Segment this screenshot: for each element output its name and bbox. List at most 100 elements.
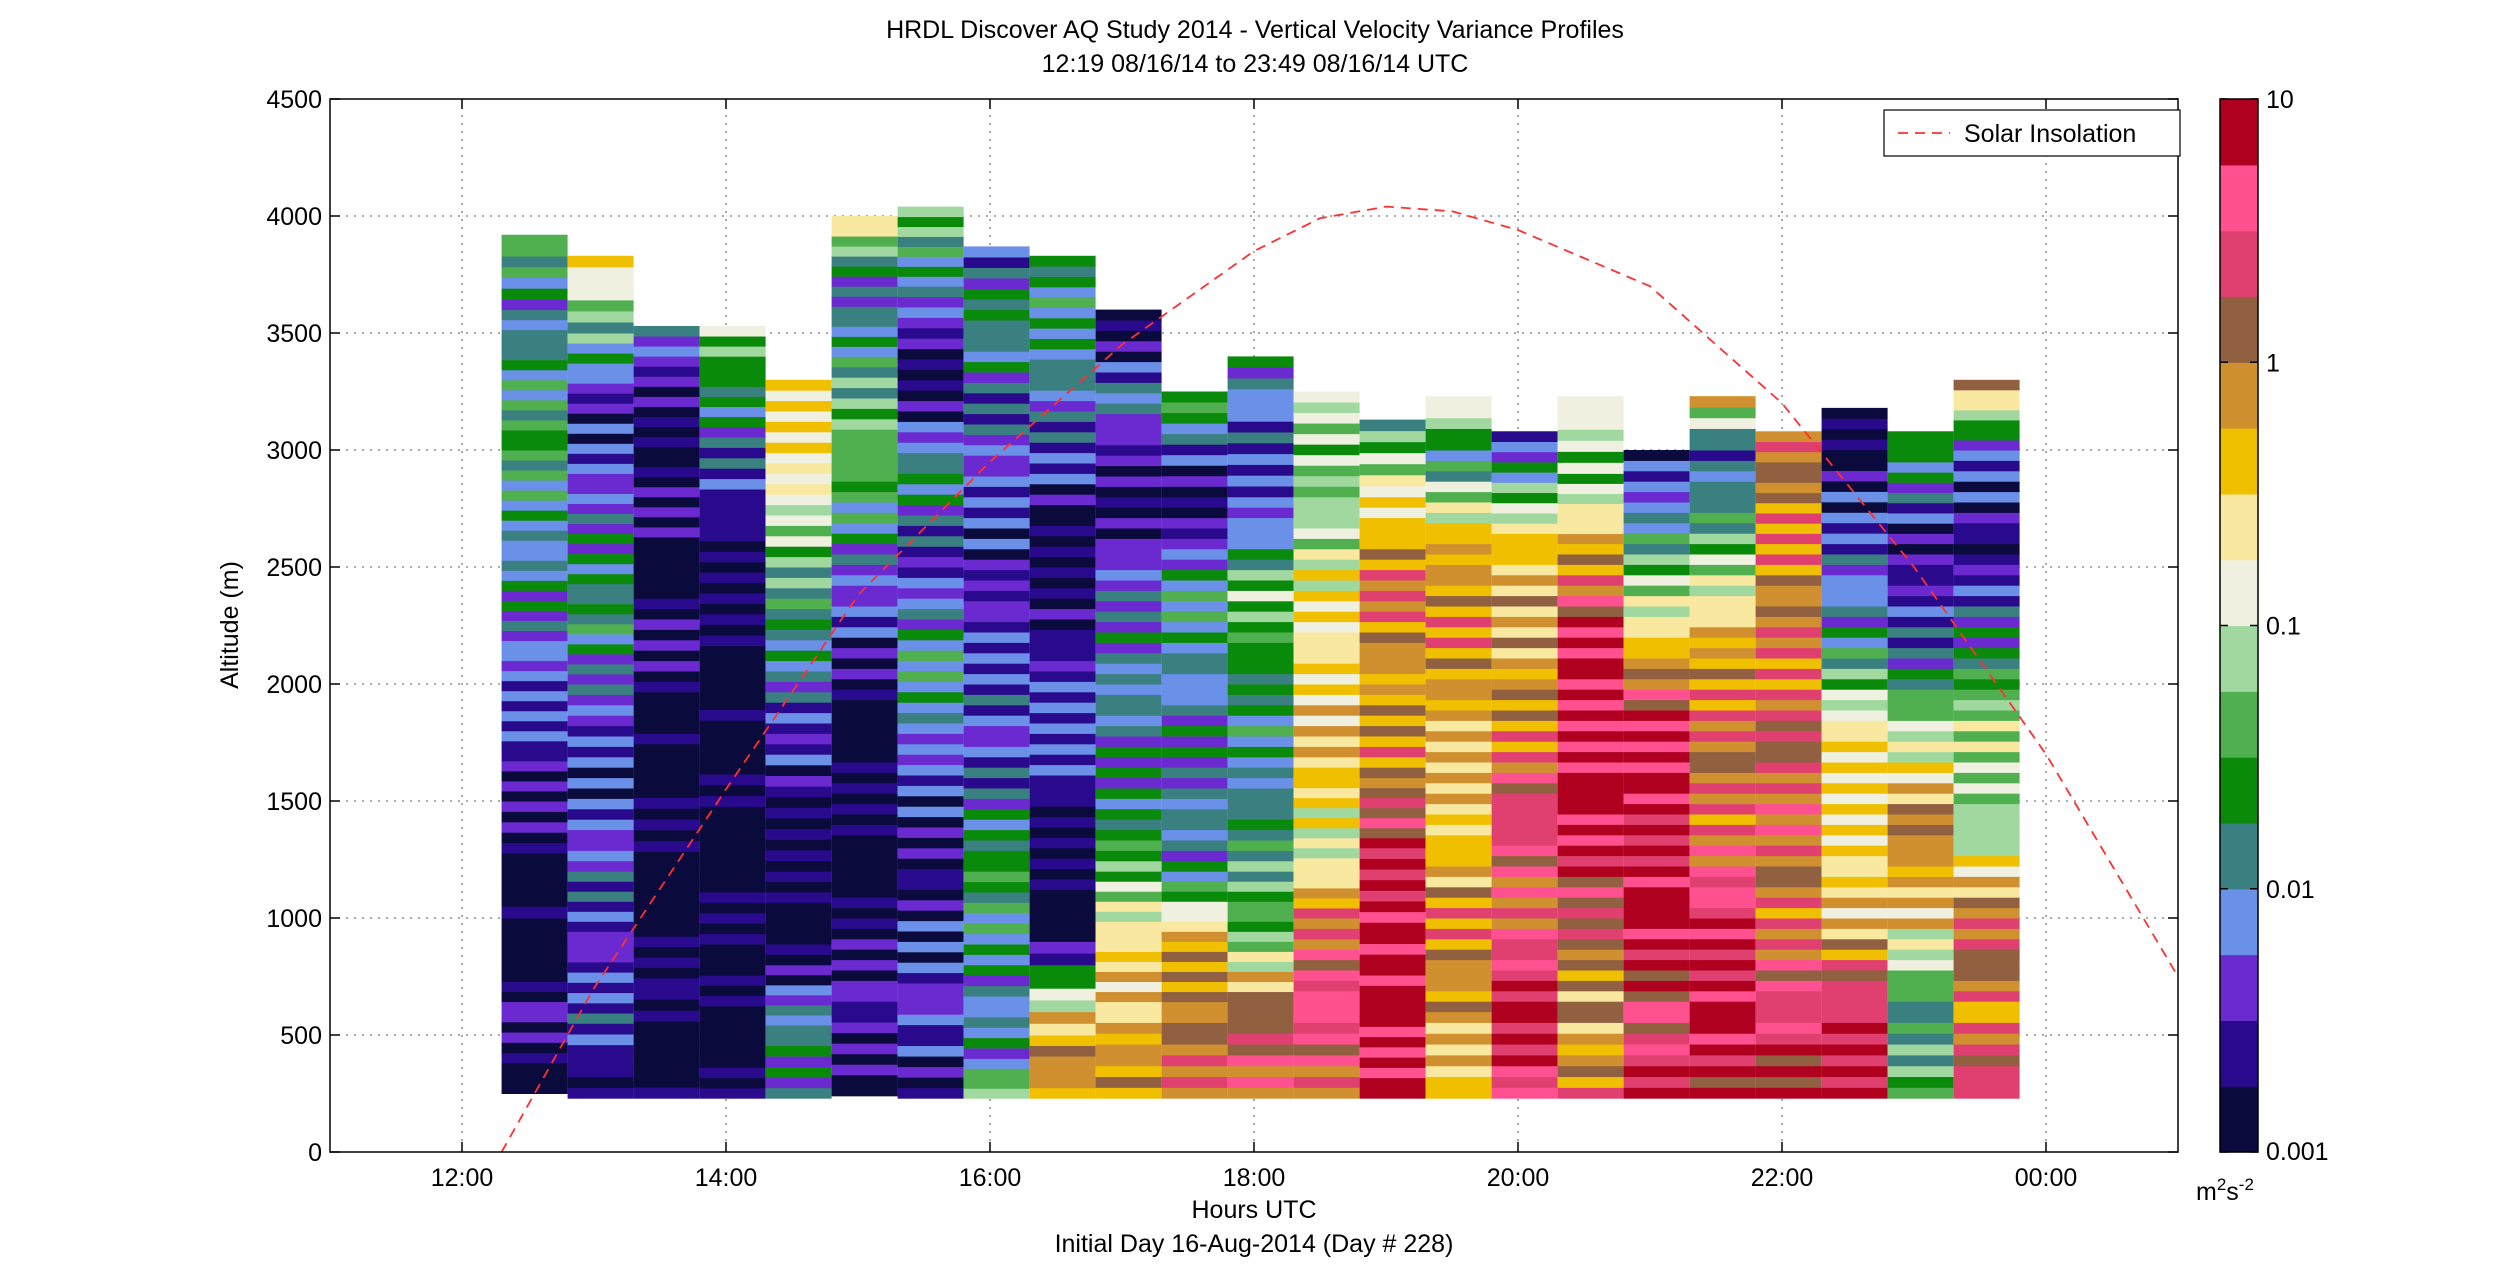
- variance-cell: [567, 951, 634, 963]
- variance-cell: [567, 736, 634, 747]
- variance-cell: [1425, 396, 1492, 408]
- variance-cell: [1755, 554, 1822, 565]
- variance-cell: [963, 320, 1030, 331]
- variance-cell: [1755, 533, 1822, 545]
- variance-cell: [963, 673, 1030, 685]
- profile-column: [765, 379, 832, 1099]
- solar-insolation-line-group: [500, 205, 2178, 1152]
- colorbar-segment: [2220, 1092, 2258, 1100]
- variance-cell: [765, 1035, 832, 1047]
- variance-cell: [633, 406, 700, 418]
- variance-cell: [1029, 1056, 1096, 1068]
- colorbar-tick-label: 0.01: [2266, 876, 2315, 904]
- variance-cell: [963, 611, 1030, 623]
- variance-cell: [1821, 637, 1888, 649]
- variance-cell: [897, 1066, 964, 1078]
- variance-cell: [1755, 907, 1822, 919]
- variance-cell: [1359, 995, 1426, 1007]
- variance-cell: [1293, 949, 1360, 961]
- variance-cell: [1095, 455, 1162, 467]
- variance-cell: [567, 473, 634, 484]
- variance-cell: [1755, 990, 1822, 1002]
- variance-cell: [1359, 507, 1426, 519]
- colorbar-segment: [2220, 875, 2258, 883]
- variance-cell: [1095, 652, 1162, 664]
- variance-cell: [1887, 1065, 1954, 1078]
- variance-cell: [1227, 507, 1294, 519]
- variance-cell: [1161, 860, 1228, 872]
- y-tick-label: 1500: [266, 788, 322, 816]
- variance-cell: [1491, 720, 1558, 732]
- variance-cell: [1293, 580, 1360, 591]
- profile-column: [1689, 396, 1756, 1099]
- x-tick-label: 22:00: [1751, 1164, 1814, 1192]
- variance-cell: [897, 993, 964, 1005]
- variance-cell: [1227, 715, 1294, 727]
- colorbar-segment: [2220, 691, 2258, 699]
- variance-cell: [963, 1048, 1030, 1059]
- colorbar-segment: [2220, 849, 2258, 857]
- variance-cell: [963, 621, 1030, 633]
- colorbar-segment: [2220, 250, 2258, 258]
- variance-cell: [963, 788, 1030, 799]
- variance-cell: [501, 550, 568, 561]
- variance-cell: [1095, 1054, 1162, 1067]
- variance-cell: [897, 1035, 964, 1047]
- variance-cell: [699, 923, 766, 935]
- variance-cell: [1755, 668, 1822, 680]
- variance-cell: [1953, 1054, 2020, 1067]
- variance-cell: [963, 819, 1030, 831]
- variance-cell: [1821, 564, 1888, 576]
- variance-cell: [1755, 938, 1822, 950]
- variance-cell: [1953, 907, 2020, 919]
- colorbar-segment: [2220, 283, 2258, 291]
- variance-cell: [1557, 473, 1624, 484]
- variance-cell: [831, 256, 898, 267]
- colorbar-segment: [2220, 1013, 2258, 1021]
- colorbar-segment: [2220, 921, 2258, 929]
- variance-cell: [1293, 444, 1360, 456]
- variance-cell: [765, 442, 832, 454]
- variance-cell: [699, 406, 766, 418]
- variance-cell: [1095, 320, 1162, 331]
- variance-cell: [501, 710, 568, 722]
- x-axis-label: Hours UTC: [1191, 1196, 1316, 1224]
- variance-cell: [1161, 611, 1228, 623]
- colorbar-segment: [2220, 961, 2258, 969]
- variance-cell: [567, 266, 634, 279]
- variance-cell: [831, 286, 898, 297]
- variance-cell: [1293, 928, 1360, 940]
- colorbar-segment: [2220, 276, 2258, 284]
- variance-cell: [1821, 512, 1888, 524]
- variance-cell: [1029, 400, 1096, 412]
- variance-cell: [567, 982, 634, 994]
- variance-cell: [1359, 452, 1426, 465]
- variance-cell: [1821, 793, 1888, 805]
- variance-cell: [633, 723, 700, 734]
- variance-cell: [831, 326, 898, 337]
- variance-cell: [1557, 1011, 1624, 1023]
- variance-cell: [1161, 819, 1228, 831]
- variance-cell: [1491, 949, 1558, 961]
- variance-cell: [1161, 684, 1228, 695]
- variance-cell: [1623, 710, 1690, 721]
- variance-cell: [699, 386, 766, 397]
- variance-cell: [1425, 782, 1492, 794]
- variance-cell: [699, 520, 766, 532]
- variance-cell: [831, 866, 898, 877]
- profile-column: [1887, 431, 1954, 1099]
- variance-cell: [567, 767, 634, 779]
- variance-cell: [633, 577, 700, 589]
- variance-cell: [633, 619, 700, 630]
- variance-cell: [567, 483, 634, 494]
- variance-cell: [501, 620, 568, 632]
- colorbar-segment: [2220, 967, 2258, 975]
- variance-cell: [1095, 351, 1162, 363]
- variance-cell: [1689, 554, 1756, 565]
- variance-cell: [765, 974, 832, 986]
- colorbar-segment: [2220, 743, 2258, 752]
- variance-cell: [567, 891, 634, 902]
- variance-cell: [1293, 569, 1360, 581]
- variance-cell: [1623, 866, 1690, 877]
- variance-cell: [1689, 928, 1756, 940]
